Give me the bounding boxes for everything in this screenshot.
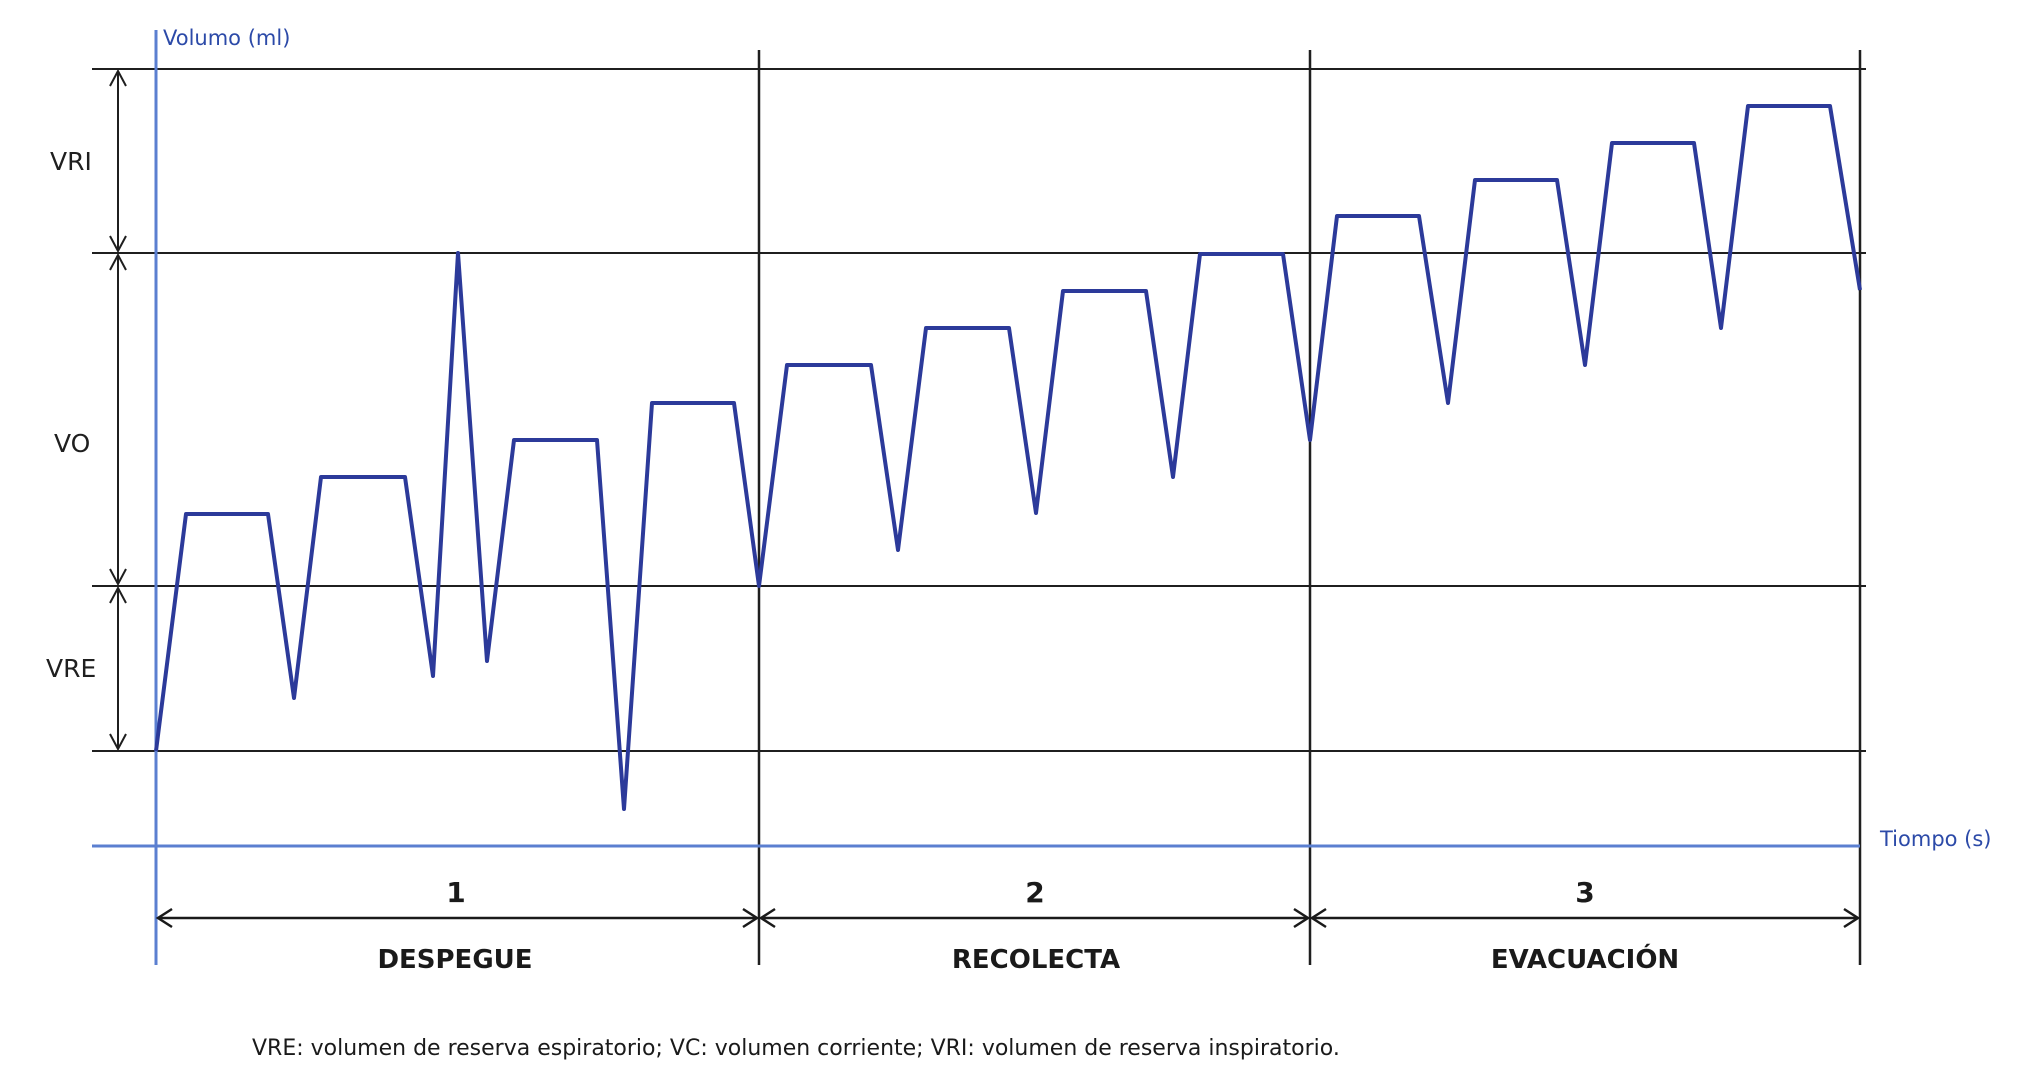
axes xyxy=(92,30,1860,965)
phase-number-1: 1 xyxy=(446,876,465,909)
phase-span-2 xyxy=(758,907,1311,929)
phase-number-2: 2 xyxy=(1025,876,1044,909)
phase-span-1 xyxy=(155,907,760,929)
volume-trace xyxy=(154,104,1862,811)
phase-name-3: EVACUACIÓN xyxy=(1491,943,1679,975)
vri-arrow xyxy=(109,68,127,254)
phase-name-2: RECOLECTA xyxy=(952,945,1120,975)
phase-dividers xyxy=(757,50,1862,965)
phase-name-1: DESPEGUE xyxy=(377,945,532,975)
band-label-vre: VRE xyxy=(46,654,96,683)
vre-arrow xyxy=(109,585,127,752)
footnote: VRE: volumen de reserva espiratorio; VC:… xyxy=(252,1036,1340,1061)
band-arrows xyxy=(109,68,127,752)
phase-span-arrows xyxy=(155,907,1861,929)
reference-lines xyxy=(92,68,1866,752)
x-axis-label: Tiompo (s) xyxy=(1879,827,1992,851)
band-label-vo: VO xyxy=(54,429,90,458)
y-axis-label: Volumo (ml) xyxy=(163,26,290,50)
phase-number-3: 3 xyxy=(1575,876,1594,909)
vo-arrow xyxy=(109,252,127,587)
band-label-vri: VRI xyxy=(50,147,92,176)
phase-span-3 xyxy=(1309,907,1861,929)
